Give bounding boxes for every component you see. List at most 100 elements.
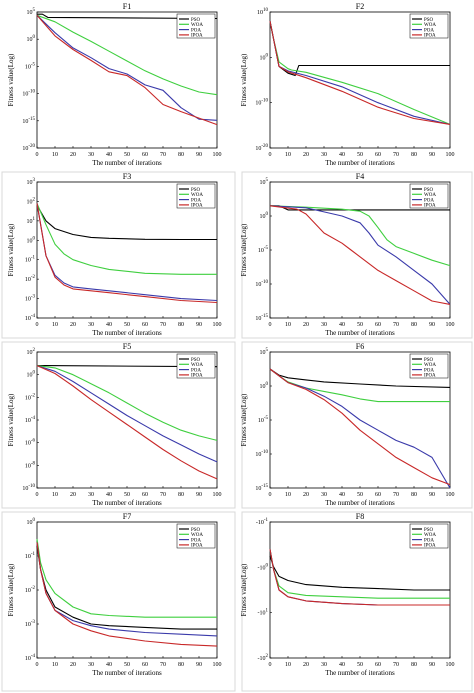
legend-label-ipoa: IPOA [424, 374, 436, 379]
series-line-ipoa [269, 368, 451, 486]
x-tick-label: 100 [446, 662, 455, 668]
y-tick-label: 10-10 [22, 484, 35, 492]
x-axis-label: The number of iterations [92, 159, 162, 167]
chart-title: F3 [123, 172, 131, 181]
legend-label-poa: POA [424, 28, 434, 33]
legend-label-ipoa: IPOA [424, 544, 436, 549]
y-tick-label: 100 [260, 382, 269, 390]
legend-label-ipoa: IPOA [424, 204, 436, 209]
y-tick-label: 10-10 [255, 99, 268, 107]
x-tick-label: 40 [339, 152, 345, 158]
y-tick-label: 10-4 [25, 314, 36, 322]
x-tick-label: 80 [411, 322, 417, 328]
x-tick-label: 10 [285, 152, 291, 158]
y-tick-label: 10-2 [25, 586, 36, 594]
x-tick-label: 50 [124, 152, 130, 158]
x-tick-label: 80 [178, 152, 184, 158]
x-tick-label: 0 [269, 322, 272, 328]
series-line-ipoa [36, 365, 218, 480]
x-tick-label: 40 [106, 322, 112, 328]
x-tick-label: 0 [36, 322, 39, 328]
y-tick-label: 100 [260, 53, 269, 61]
chart-f6: F6 0 10 20 30 40 50 60 70 80 90 100 105 100 10-5 10-10 1… [240, 341, 473, 509]
legend-box [409, 183, 449, 209]
x-tick-label: 80 [178, 322, 184, 328]
series-line-ipoa [36, 14, 218, 126]
chart-title: F5 [123, 342, 131, 351]
x-tick-label: 40 [106, 152, 112, 158]
y-tick-label: 105 [27, 8, 36, 16]
chart-title: F4 [356, 172, 364, 181]
x-tick-label: 60 [142, 662, 148, 668]
x-tick-label: 20 [303, 322, 309, 328]
x-tick-label: 30 [88, 662, 94, 668]
legend-label-pso: PSO [191, 18, 201, 23]
series-line-woa [36, 203, 217, 275]
y-tick-label: -102 [258, 654, 269, 662]
y-tick-label: -100 [258, 563, 269, 571]
y-tick-label: 10-15 [22, 117, 35, 125]
x-tick-label: 10 [52, 152, 58, 158]
series-line-poa [269, 205, 451, 305]
x-tick-label: 40 [106, 662, 112, 668]
x-tick-label: 90 [196, 322, 202, 328]
legend-box [176, 13, 216, 39]
y-axis-label: Fitness value(Log) [240, 393, 248, 446]
chart-title: F1 [123, 2, 131, 11]
x-tick-label: 90 [196, 492, 202, 498]
series-line-poa [36, 14, 218, 121]
x-tick-label: 90 [429, 152, 435, 158]
x-axis-label: The number of iterations [325, 499, 395, 507]
x-tick-label: 90 [429, 492, 435, 498]
x-axis-label: The number of iterations [92, 329, 162, 337]
legend-label-poa: POA [191, 28, 201, 33]
y-tick-label: 10-5 [25, 62, 36, 70]
x-tick-label: 90 [429, 662, 435, 668]
y-tick-label: 10-10 [22, 90, 35, 98]
legend-label-woa: WOA [191, 533, 203, 538]
series-line-pso [36, 205, 217, 241]
series-line-poa [269, 368, 451, 489]
y-tick-label: 10-3 [25, 295, 36, 303]
chart-f2: F2 0 10 20 30 40 50 60 70 80 90 100 1010 100 10-10 10-2… [240, 2, 455, 167]
y-axis-label: Fitness value(Log) [240, 53, 248, 106]
series-line-woa [36, 365, 218, 441]
legend-label-woa: WOA [424, 533, 436, 538]
x-tick-label: 80 [411, 492, 417, 498]
y-axis-label: Fitness value(Log) [240, 223, 248, 276]
x-tick-label: 50 [124, 492, 130, 498]
series-line-woa [36, 538, 217, 618]
legend-label-woa: WOA [191, 363, 203, 368]
x-tick-label: 20 [70, 322, 76, 328]
x-tick-label: 0 [269, 662, 272, 668]
chart-f4: F4 0 10 20 30 40 50 60 70 80 90 100 105 100 10-5 10-10 1… [240, 171, 473, 339]
x-tick-label: 30 [88, 322, 94, 328]
y-tick-label: 100 [27, 518, 36, 526]
panel-frame [1, 341, 236, 509]
y-tick-label: 102 [27, 197, 36, 205]
x-tick-label: 0 [36, 492, 39, 498]
chart-f3: F3 0 10 20 30 40 50 60 70 80 90 100 103 102 101 100 10-1… [1, 171, 236, 339]
legend-box [176, 353, 216, 379]
chart-f8: F8 0 10 20 30 40 50 60 70 80 90 100 -10-1 -100 -101 -10… [240, 511, 473, 692]
x-tick-label: 10 [52, 662, 58, 668]
y-tick-label: 10-5 [258, 416, 269, 424]
x-tick-label: 100 [446, 152, 455, 158]
x-tick-label: 100 [213, 492, 222, 498]
x-tick-label: 100 [446, 322, 455, 328]
legend-box [409, 13, 449, 39]
y-tick-label: 105 [260, 348, 269, 356]
panel-frame [1, 511, 236, 692]
legend-label-pso: PSO [424, 528, 434, 533]
x-tick-label: 0 [269, 152, 272, 158]
chart-title: F7 [123, 512, 131, 521]
series-line-poa [269, 549, 450, 606]
x-axis-label: The number of iterations [325, 329, 395, 337]
y-tick-label: 10-6 [25, 439, 36, 447]
legend-label-poa: POA [424, 538, 434, 543]
x-tick-label: 30 [321, 662, 327, 668]
x-tick-label: 50 [124, 322, 130, 328]
y-axis-label: Fitness value(Log) [7, 563, 15, 616]
series-line-poa [36, 365, 218, 463]
